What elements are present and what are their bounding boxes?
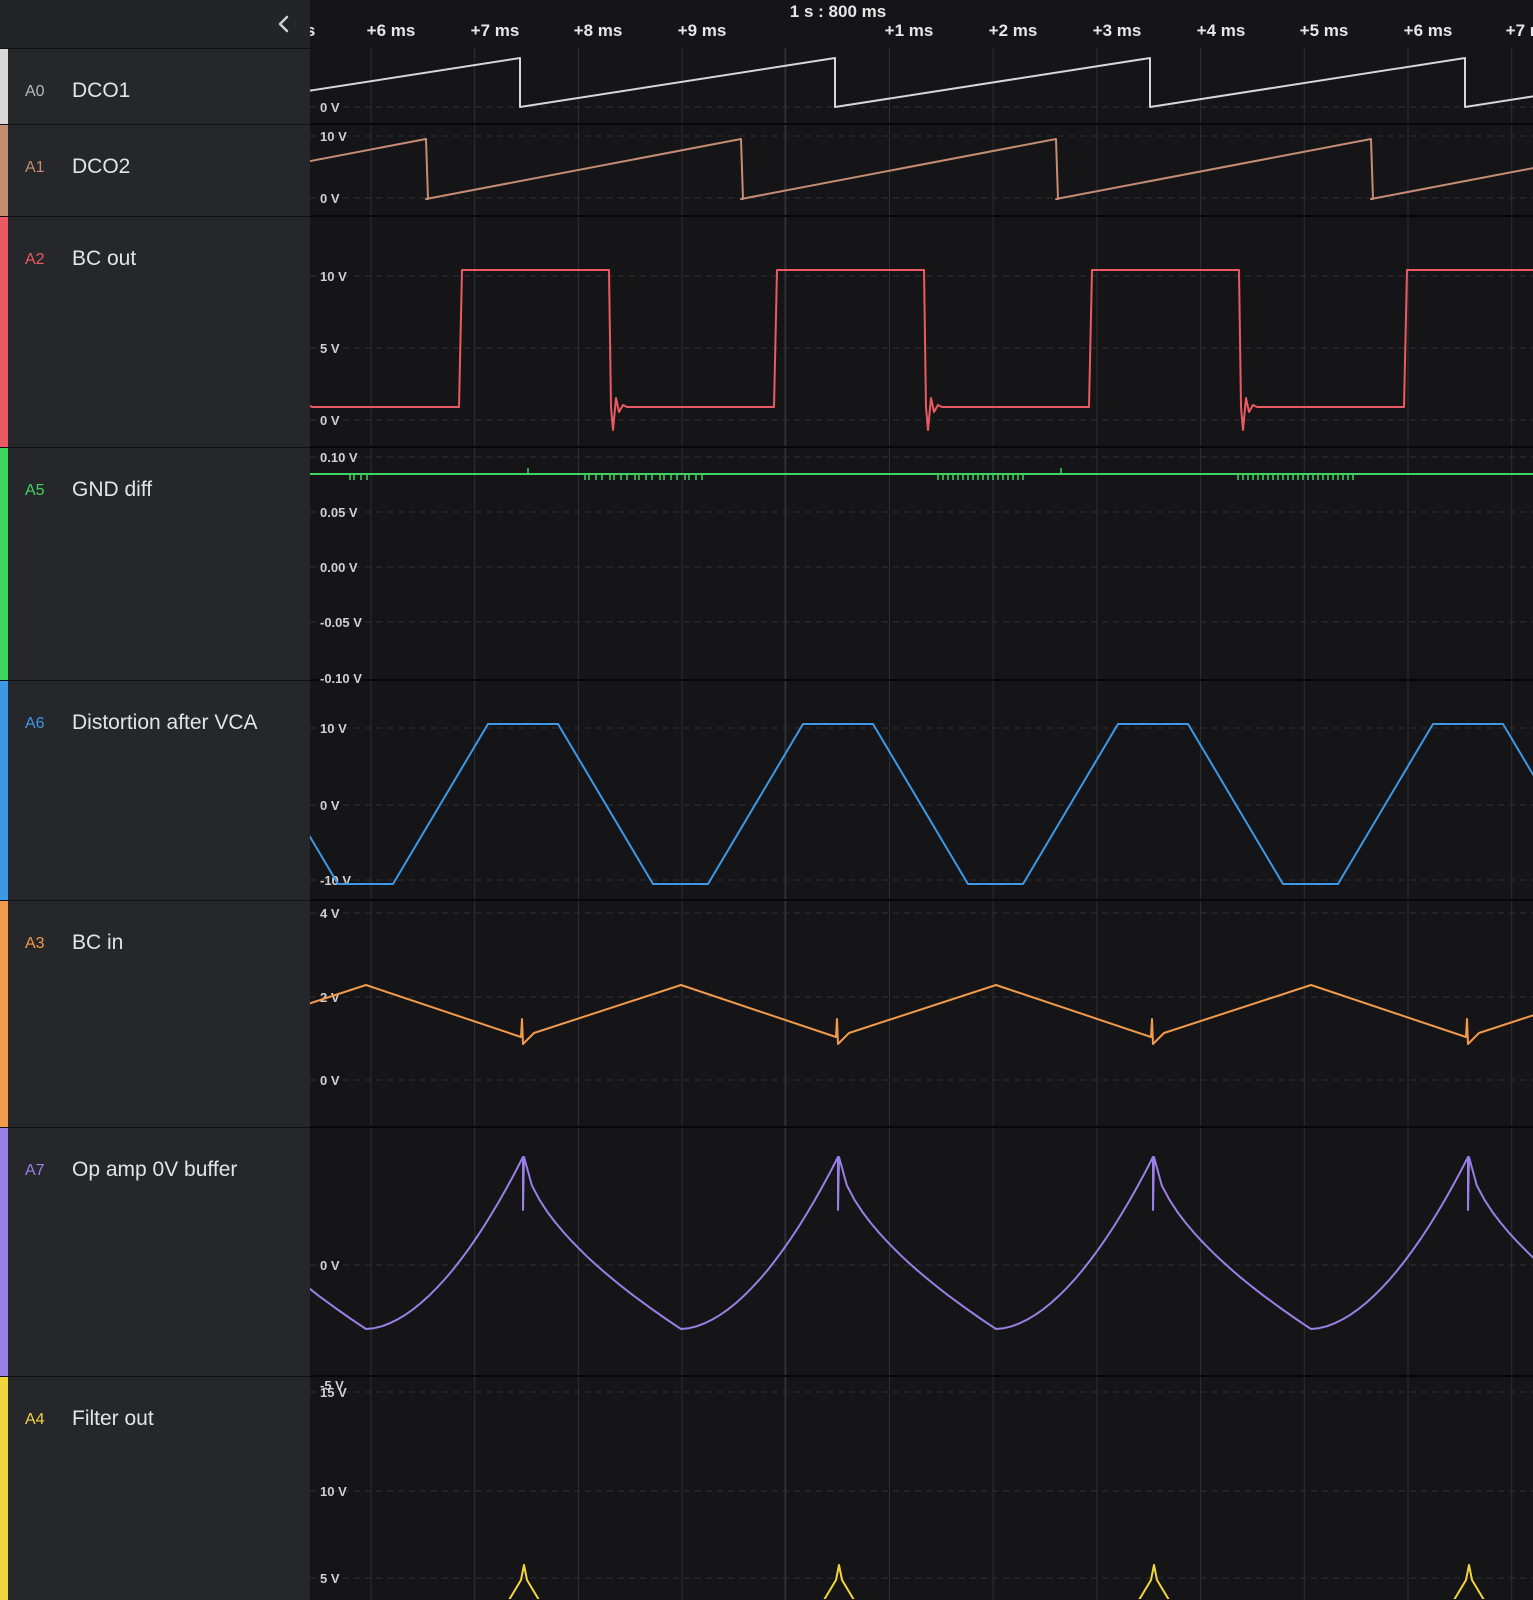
axis-label: -0.10 V [320, 671, 362, 686]
time-tick-label: +4 ms [1196, 21, 1246, 40]
channel-name: GND diff [72, 478, 153, 501]
axis-label: 4 V [320, 906, 340, 921]
time-tick-label: +7 ms [470, 21, 520, 40]
axis-label: 15 V [320, 1385, 347, 1400]
channel-row-a1[interactable]: A1 DCO2 [0, 124, 310, 216]
time-tick-label: +1 ms [884, 21, 934, 40]
channel-color-bar [0, 125, 8, 216]
channel-id: A1 [25, 159, 45, 176]
waveform-op-amp-buffer [310, 1156, 1533, 1330]
axis-label: 0 V [320, 191, 340, 206]
channel-id: A0 [25, 83, 45, 100]
axis-label: 10 V [320, 721, 347, 736]
channel-name: Filter out [72, 1407, 154, 1430]
axis-label: 10 V [320, 1484, 347, 1499]
channel-name: DCO2 [72, 155, 131, 178]
waveform-plot[interactable]: 0 V 10 V 0 V 10 V 5 V 0 V 0.10 V 0.05 V 0.00 V -0… [310, 48, 1533, 1600]
waveform-bc-in [310, 984, 1533, 1045]
axis-label: -0.05 V [320, 615, 362, 630]
channel-row-a0[interactable]: A0 DCO1 [0, 48, 310, 124]
channel-id: A6 [25, 715, 45, 732]
waveform-dco2 [310, 138, 1533, 200]
waveform-dco1 [310, 57, 1533, 108]
axis-label: 0 V [320, 798, 340, 813]
axis-label: 0 V [320, 1258, 340, 1273]
channel-name: BC out [72, 247, 137, 270]
time-tick-label: +7 ms [1505, 21, 1533, 40]
axis-label: 0 V [320, 413, 340, 428]
time-tick-label: +9 ms [677, 21, 727, 40]
time-tick-label: +5 ms [1299, 21, 1349, 40]
axis-label: 0.00 V [320, 560, 358, 575]
channel-row-a3[interactable]: A3 BC in [0, 900, 310, 1127]
axis-label: -5 V [320, 1378, 344, 1393]
channel-name: BC in [72, 931, 124, 954]
channel-row-a7[interactable]: A7 Op amp 0V buffer [0, 1127, 310, 1376]
axis-label: 0.05 V [320, 505, 358, 520]
time-tick-label: +8 ms [573, 21, 623, 40]
channel-row-a6[interactable]: A6 Distortion after VCA [0, 680, 310, 900]
channel-row-a2[interactable]: A2 BC out [0, 216, 310, 447]
channel-name: Distortion after VCA [72, 711, 258, 734]
channel-color-bar [0, 448, 8, 680]
axis-label: 5 V [320, 1571, 340, 1586]
waveform-filter-out [508, 1564, 1485, 1599]
channel-color-bar [0, 681, 8, 900]
channel-id: A4 [25, 1411, 45, 1428]
axis-label: 0 V [320, 1073, 340, 1088]
collapse-sidebar-button[interactable] [270, 10, 298, 38]
axis-label: 10 V [320, 269, 347, 284]
channel-row-a5[interactable]: A5 GND diff [0, 447, 310, 680]
channel-id: A5 [25, 482, 45, 499]
channel-name: DCO1 [72, 79, 131, 102]
time-tick-label: +2 ms [988, 21, 1038, 40]
time-tick-label: +6 ms [366, 21, 416, 40]
channel-id: A2 [25, 251, 45, 268]
timeline-ruler[interactable]: 1 s : 800 ms +5 ms +6 ms +7 ms +8 ms +9 ms +1… [310, 0, 1533, 48]
axis-label: 5 V [320, 341, 340, 356]
timeline-center-label: 1 s : 800 ms [789, 2, 887, 21]
channel-color-bar [0, 901, 8, 1127]
axis-label: 0.10 V [320, 450, 358, 465]
channel-color-bar [0, 49, 8, 124]
waveform-bc-out [310, 269, 1533, 431]
channel-id: A7 [25, 1162, 45, 1179]
channel-color-bar [0, 1128, 8, 1376]
waveform-distortion [310, 723, 1533, 885]
time-tick-label: +3 ms [1092, 21, 1142, 40]
time-tick-label: +6 ms [1403, 21, 1453, 40]
channel-color-bar [0, 217, 8, 447]
channel-row-a4[interactable]: A4 Filter out [0, 1376, 310, 1600]
axis-label: 0 V [320, 100, 340, 115]
sidebar-header [0, 0, 310, 49]
time-tick-label: +5 ms [310, 21, 316, 40]
axis-label: 10 V [320, 129, 347, 144]
channel-id: A3 [25, 935, 45, 952]
channel-name: Op amp 0V buffer [72, 1158, 238, 1181]
channel-color-bar [0, 1377, 8, 1600]
chevron-left-icon [278, 15, 289, 33]
